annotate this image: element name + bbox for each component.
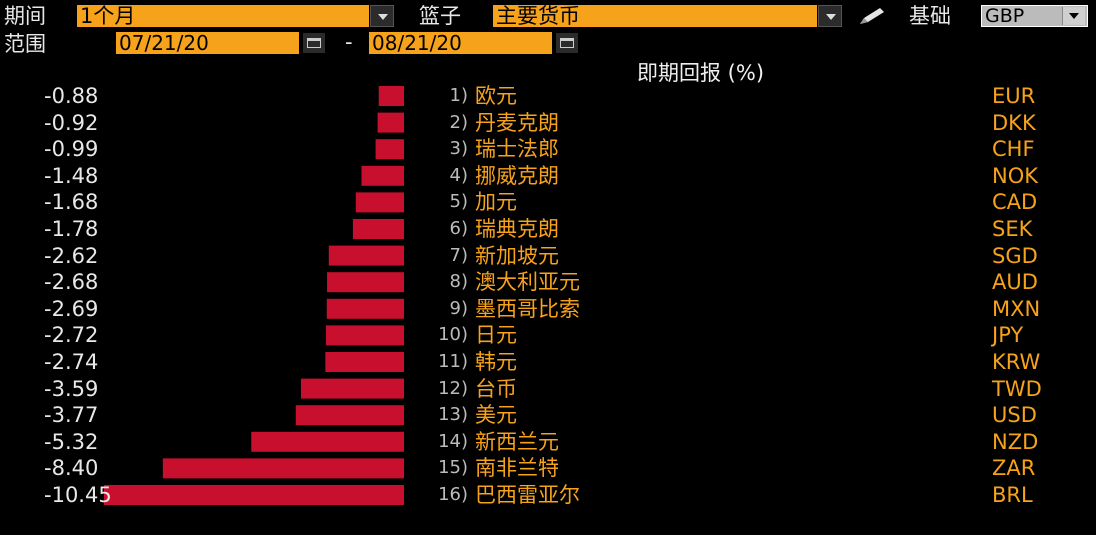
currency-code[interactable]: DKK: [992, 110, 1036, 135]
currency-code[interactable]: NOK: [992, 163, 1039, 188]
value-label: -3.77: [44, 403, 99, 428]
bar-zar: [162, 458, 404, 479]
currency-code[interactable]: CHF: [992, 137, 1035, 162]
value-label: -2.62: [44, 243, 99, 268]
currency-code[interactable]: SEK: [992, 217, 1033, 241]
period-chevron-down-icon[interactable]: [370, 5, 394, 27]
bar-cad: [355, 192, 404, 213]
pen-icon[interactable]: [856, 5, 888, 27]
rank-label: 1): [449, 85, 468, 106]
currency-name[interactable]: 新西兰元: [475, 429, 559, 454]
bar-mxn: [326, 298, 404, 319]
bar-sek: [352, 219, 404, 239]
value-label: -0.88: [44, 84, 99, 108]
basket-label: 篮子: [419, 4, 461, 28]
basket-dropdown[interactable]: 主要货币: [493, 5, 817, 27]
value-label: -1.78: [44, 217, 99, 241]
end-date-input[interactable]: 08/21/20: [369, 32, 552, 54]
currency-code[interactable]: JPY: [992, 323, 1024, 348]
start-date-input[interactable]: 07/21/20: [116, 32, 299, 54]
currency-name[interactable]: 丹麦克朗: [475, 110, 559, 135]
bar-brl: [104, 485, 404, 505]
base-chevron-down-icon[interactable]: [1062, 7, 1085, 25]
value-label: -2.69: [44, 296, 99, 321]
basket-chevron-down-icon[interactable]: [818, 5, 842, 27]
date-separator: -: [345, 30, 353, 54]
period-label: 期间: [4, 4, 46, 28]
rank-label: 3): [449, 138, 468, 160]
bar-jpy: [325, 325, 404, 346]
bar-nok: [361, 165, 404, 186]
rank-label: 12): [438, 377, 468, 399]
bar-krw: [325, 352, 404, 372]
range-label: 范围: [4, 32, 46, 56]
bar-chf: [375, 139, 404, 160]
bar-aud: [327, 272, 404, 293]
currency-name[interactable]: 台币: [475, 376, 517, 401]
currency-name[interactable]: 挪威克朗: [475, 163, 559, 188]
rank-label: 10): [438, 324, 468, 346]
currency-name[interactable]: 日元: [475, 323, 517, 348]
currency-name[interactable]: 瑞典克朗: [475, 217, 559, 241]
currency-code[interactable]: CAD: [992, 190, 1038, 215]
base-currency-value: GBP: [985, 5, 1025, 27]
rank-label: 14): [438, 430, 468, 452]
currency-name[interactable]: 韩元: [475, 350, 517, 374]
rank-label: 2): [449, 111, 468, 133]
currency-name[interactable]: 美元: [475, 403, 517, 428]
bar-dkk: [377, 112, 404, 133]
rank-label: 13): [438, 404, 468, 426]
currency-name[interactable]: 巴西雷亚尔: [475, 483, 580, 507]
currency-code[interactable]: TWD: [992, 376, 1042, 401]
bar-usd: [295, 405, 404, 426]
value-label: -10.45: [44, 483, 112, 507]
currency-name[interactable]: 新加坡元: [475, 243, 559, 268]
rank-label: 9): [449, 297, 468, 319]
currency-code[interactable]: BRL: [992, 483, 1033, 507]
currency-code[interactable]: AUD: [992, 270, 1038, 295]
value-label: -2.72: [44, 323, 99, 348]
rank-label: 4): [449, 164, 468, 186]
currency-code[interactable]: SGD: [992, 243, 1038, 268]
rank-label: 6): [449, 218, 468, 239]
rank-label: 11): [438, 351, 468, 372]
start-calendar-icon[interactable]: [303, 33, 325, 53]
rank-label: 8): [449, 271, 468, 293]
base-currency-select[interactable]: GBP: [981, 5, 1088, 27]
currency-code[interactable]: NZD: [992, 429, 1039, 454]
currency-name[interactable]: 澳大利亚元: [475, 270, 580, 295]
chart-title: 即期回报 (%): [637, 61, 765, 85]
end-calendar-icon[interactable]: [556, 33, 578, 53]
value-label: -2.74: [44, 350, 99, 374]
rank-label: 15): [438, 457, 468, 479]
currency-code[interactable]: ZAR: [992, 456, 1036, 481]
currency-name[interactable]: 南非兰特: [475, 456, 559, 481]
value-label: -3.59: [44, 376, 99, 401]
currency-name[interactable]: 加元: [475, 190, 517, 215]
currency-code[interactable]: MXN: [992, 296, 1041, 321]
base-label: 基础: [909, 4, 951, 28]
value-label: -2.68: [44, 270, 99, 295]
value-label: -1.48: [44, 163, 99, 188]
period-dropdown[interactable]: 1个月: [77, 5, 369, 27]
currency-name[interactable]: 墨西哥比索: [475, 296, 580, 321]
currency-code[interactable]: EUR: [992, 84, 1036, 108]
value-label: -5.32: [44, 429, 99, 454]
value-label: -0.92: [44, 110, 99, 135]
rank-label: 16): [438, 484, 468, 505]
value-label: -1.68: [44, 190, 99, 215]
rank-label: 5): [449, 191, 468, 213]
currency-code[interactable]: KRW: [992, 350, 1041, 374]
bar-eur: [378, 86, 404, 106]
bar-nzd: [251, 431, 404, 452]
currency-name[interactable]: 瑞士法郎: [475, 137, 559, 162]
bar-sgd: [328, 245, 404, 266]
rank-label: 7): [449, 244, 468, 266]
bar-twd: [300, 378, 404, 399]
value-label: -8.40: [44, 456, 99, 481]
value-label: -0.99: [44, 137, 99, 162]
currency-name[interactable]: 欧元: [475, 84, 517, 108]
currency-code[interactable]: USD: [992, 403, 1037, 428]
